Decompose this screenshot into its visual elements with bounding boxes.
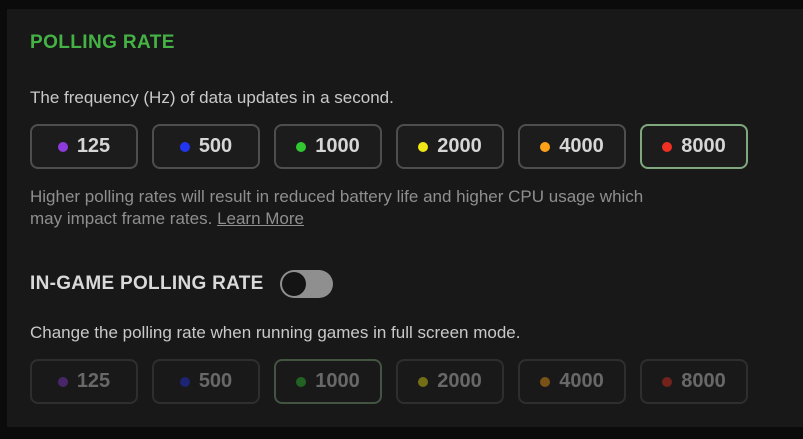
rate-dot-icon: [540, 141, 551, 152]
rate-dot-icon: [296, 141, 307, 152]
rate-option-label: 500: [198, 135, 233, 157]
rate-dot-icon: [418, 141, 429, 152]
polling-rate-note-line1: Higher polling rates will result in redu…: [30, 187, 644, 206]
in-game-polling-rate-title: IN-GAME POLLING RATE: [30, 273, 264, 294]
polling-rate-settings-panel: POLLING RATE The frequency (Hz) of data …: [7, 9, 803, 427]
rate-dot-icon: [296, 376, 307, 387]
rate-option-label: 500: [198, 370, 233, 392]
rate-dot-icon: [418, 376, 429, 387]
rate-option-label: 125: [76, 370, 111, 392]
rate-option-label: 8000: [681, 370, 726, 392]
rate-option-125[interactable]: 125: [30, 124, 138, 169]
rate-option-label: 4000: [559, 370, 604, 392]
learn-more-link[interactable]: Learn More: [217, 209, 304, 228]
rate-option-500[interactable]: 500: [152, 124, 260, 169]
rate-option-4000: 4000: [518, 359, 626, 404]
rate-option-500: 500: [152, 359, 260, 404]
rate-dot-icon: [540, 376, 551, 387]
toggle-knob-icon: [281, 272, 306, 296]
polling-rate-description: The frequency (Hz) of data updates in a …: [30, 88, 394, 107]
rate-dot-icon: [57, 376, 68, 387]
in-game-polling-rate-toggle[interactable]: [279, 270, 333, 298]
rate-option-125: 125: [30, 359, 138, 404]
rate-option-2000: 2000: [396, 359, 504, 404]
polling-rate-title: POLLING RATE: [30, 32, 175, 53]
rate-option-1000[interactable]: 1000: [274, 124, 382, 169]
rate-option-1000: 1000: [274, 359, 382, 404]
rate-option-label: 2000: [437, 370, 482, 392]
in-game-polling-rate-description: Change the polling rate when running gam…: [30, 323, 521, 342]
rate-dot-icon: [662, 376, 673, 387]
rate-dot-icon: [662, 141, 673, 152]
rate-option-label: 1000: [315, 135, 360, 157]
polling-rate-note: Higher polling rates will result in redu…: [30, 186, 770, 230]
rate-dot-icon: [57, 141, 68, 152]
rate-option-label: 8000: [681, 135, 726, 157]
rate-dot-icon: [179, 141, 190, 152]
polling-rate-options: 125 500 1000 2000 4000 8000: [30, 124, 748, 169]
rate-option-label: 1000: [315, 370, 360, 392]
rate-option-label: 2000: [437, 135, 482, 157]
rate-option-2000[interactable]: 2000: [396, 124, 504, 169]
rate-option-label: 125: [76, 135, 111, 157]
polling-rate-note-line2: may impact frame rates.: [30, 209, 213, 228]
rate-option-4000[interactable]: 4000: [518, 124, 626, 169]
rate-dot-icon: [179, 376, 190, 387]
in-game-polling-rate-options: 125 500 1000 2000 4000 8000: [30, 359, 748, 404]
rate-option-label: 4000: [559, 135, 604, 157]
rate-option-8000: 8000: [640, 359, 748, 404]
in-game-polling-rate-header: IN-GAME POLLING RATE: [30, 270, 803, 298]
rate-option-8000[interactable]: 8000: [640, 124, 748, 169]
